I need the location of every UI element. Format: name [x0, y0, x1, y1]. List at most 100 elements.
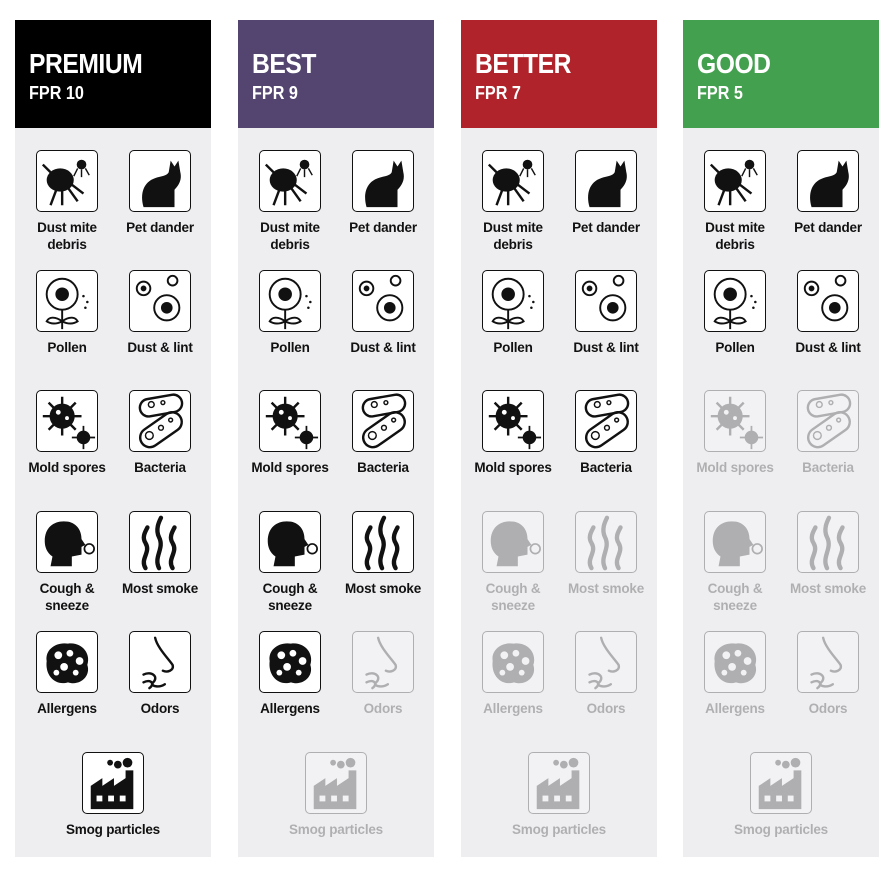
allergen-cluster-icon [704, 631, 766, 693]
contaminant-label: Pollen [493, 340, 533, 355]
contaminant-label: Cough & sneeze [707, 581, 763, 613]
contaminant-item: Cough & sneeze [473, 511, 553, 614]
contaminant-item: Pollen [685, 270, 785, 356]
fpr-rating: FPR 5 [697, 83, 743, 103]
contaminant-item: Most smoke [778, 511, 878, 597]
contaminant-item: Cough & sneeze [27, 511, 107, 614]
cat-icon [129, 150, 191, 212]
contaminant-label: Cough & sneeze [485, 581, 541, 613]
fpr-rating: FPR 10 [29, 83, 84, 103]
contaminant-item: Pollen [17, 270, 117, 356]
tier-header: BETTER FPR 7 [461, 20, 657, 128]
sneeze-head-icon [704, 511, 766, 573]
smoke-icon [797, 511, 859, 573]
tier-name: BEST [252, 48, 316, 79]
contaminant-item: Most smoke [110, 511, 210, 597]
fpr-rating: FPR 7 [475, 83, 521, 103]
bacteria-icon [129, 390, 191, 452]
contaminant-item: Cough & sneeze [250, 511, 330, 614]
contaminant-label: Most smoke [789, 581, 867, 596]
contaminant-label: Bacteria [802, 460, 854, 475]
dust-particles-icon [575, 270, 637, 332]
contaminant-label: Odors [586, 701, 626, 716]
allergen-cluster-icon [482, 631, 544, 693]
tier-column-good: GOOD FPR 5 Dust mite debris Pet dander Polle… [683, 20, 879, 857]
contaminant-label: Cough & sneeze [262, 581, 318, 613]
contaminant-item: Pet dander [110, 150, 210, 236]
contaminant-item: Allergens [17, 631, 117, 717]
contaminant-label: Cough & sneeze [39, 581, 95, 613]
contaminant-item: Odors [778, 631, 878, 717]
contaminant-item: Pollen [240, 270, 340, 356]
contaminant-label: Most smoke [567, 581, 645, 596]
contaminant-label: Pet dander [126, 220, 194, 235]
contaminant-label: Allergens [260, 701, 320, 716]
tier-name: PREMIUM [29, 48, 143, 79]
contaminant-item: Allergens [685, 631, 785, 717]
smoke-icon [575, 511, 637, 573]
contaminant-item: Cough & sneeze [695, 511, 775, 614]
contaminant-item: Dust mite debris [473, 150, 553, 253]
contaminant-label: Odors [363, 701, 403, 716]
virus-icon [259, 390, 321, 452]
contaminant-item: Odors [110, 631, 210, 717]
dust-mite-icon [259, 150, 321, 212]
tier-name: GOOD [697, 48, 771, 79]
contaminant-item: Bacteria [778, 390, 878, 476]
contaminant-label: Dust mite debris [483, 220, 543, 252]
virus-icon [704, 390, 766, 452]
contaminant-item: Allergens [463, 631, 563, 717]
contaminant-label: Smog particles [512, 822, 606, 837]
contaminant-label: Dust & lint [127, 340, 193, 355]
contaminant-label: Pollen [47, 340, 87, 355]
contaminant-label: Bacteria [134, 460, 186, 475]
tier-column-better: BETTER FPR 7 Dust mite debris Pet dander Pol… [461, 20, 657, 857]
contaminant-label: Dust mite debris [37, 220, 97, 252]
tier-header: PREMIUM FPR 10 [15, 20, 211, 128]
contaminant-item: Mold spores [240, 390, 340, 476]
contaminant-label: Smog particles [734, 822, 828, 837]
contaminant-item: Bacteria [333, 390, 433, 476]
contaminant-label: Smog particles [66, 822, 160, 837]
contaminant-item: Smog particles [53, 752, 173, 838]
contaminant-item: Most smoke [556, 511, 656, 597]
dust-particles-icon [797, 270, 859, 332]
contaminant-item: Allergens [240, 631, 340, 717]
contaminant-item: Dust & lint [333, 270, 433, 356]
flower-icon [36, 270, 98, 332]
flower-icon [259, 270, 321, 332]
contaminant-label: Bacteria [580, 460, 632, 475]
cat-icon [797, 150, 859, 212]
contaminant-label: Dust mite debris [260, 220, 320, 252]
contaminant-item: Mold spores [685, 390, 785, 476]
nose-icon [797, 631, 859, 693]
contaminant-item: Smog particles [499, 752, 619, 838]
smoke-icon [129, 511, 191, 573]
fpr-rating: FPR 9 [252, 83, 298, 103]
contaminant-label: Mold spores [251, 460, 329, 475]
sneeze-head-icon [259, 511, 321, 573]
contaminant-label: Smog particles [289, 822, 383, 837]
contaminant-label: Bacteria [357, 460, 409, 475]
tier-name: BETTER [475, 48, 571, 79]
factory-icon [305, 752, 367, 814]
contaminant-item: Most smoke [333, 511, 433, 597]
allergen-cluster-icon [259, 631, 321, 693]
contaminant-label: Allergens [37, 701, 97, 716]
tier-header: BEST FPR 9 [238, 20, 434, 128]
contaminant-label: Allergens [483, 701, 543, 716]
cat-icon [575, 150, 637, 212]
contaminant-item: Bacteria [556, 390, 656, 476]
contaminant-label: Pet dander [349, 220, 417, 235]
contaminant-label: Most smoke [121, 581, 199, 596]
contaminant-item: Dust & lint [556, 270, 656, 356]
contaminant-label: Odors [808, 701, 848, 716]
contaminant-item: Mold spores [17, 390, 117, 476]
contaminant-label: Dust mite debris [705, 220, 765, 252]
contaminant-item: Pollen [463, 270, 563, 356]
allergen-cluster-icon [36, 631, 98, 693]
nose-icon [575, 631, 637, 693]
bacteria-icon [352, 390, 414, 452]
tier-header: GOOD FPR 5 [683, 20, 879, 128]
bacteria-icon [797, 390, 859, 452]
